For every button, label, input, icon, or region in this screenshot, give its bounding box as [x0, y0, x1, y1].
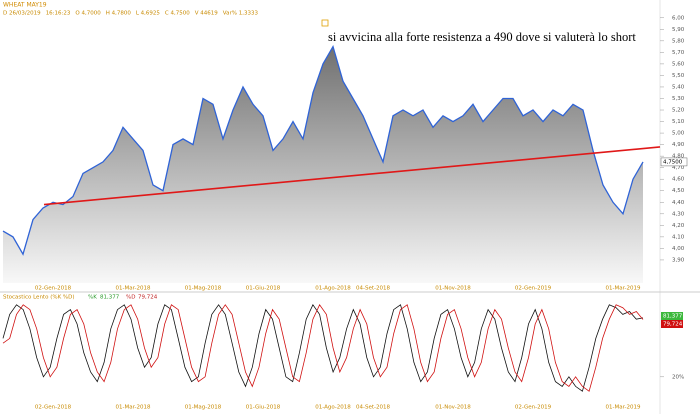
price-tag [660, 157, 688, 167]
d-value: 79,724 [138, 295, 158, 301]
y-tick-label: 5,90 [672, 27, 685, 33]
y-tick-label: 4,90 [672, 142, 685, 148]
y-tick-label: 6,00 [672, 15, 685, 21]
annotation-box [321, 19, 329, 27]
x-tick-label: 01-Mar-2018 [116, 286, 151, 292]
y-tick-label: 4,20 [672, 223, 685, 229]
header-item: O 4,7000 [75, 11, 101, 17]
value-tag-label: 79,724 [663, 322, 683, 328]
trendline [43, 146, 661, 206]
x-tick-label: 02-Gen-2018 [35, 286, 72, 292]
y-tick-label: 3,90 [672, 257, 685, 263]
value-tag-label: 81,377 [663, 314, 683, 320]
y-tick-label: 4,60 [672, 177, 685, 183]
y-tick-label: 4,40 [672, 200, 685, 206]
y-tick-label: 5,10 [672, 119, 685, 125]
x-tick-label: 01-Mag-2018 [185, 405, 222, 411]
x-tick-label: 01-Giu-2018 [246, 405, 281, 411]
y-tick-label: 5,80 [672, 38, 685, 44]
price-tag-label: 4,7500 [663, 159, 683, 165]
y-tick-label: 4,70 [672, 165, 685, 171]
x-tick-label: 04-Set-2018 [356, 405, 390, 411]
y-tick-label: 5,30 [672, 96, 685, 102]
y-tick-label: 5,70 [672, 50, 685, 56]
x-tick-label: 01-Mag-2018 [185, 286, 222, 292]
y-tick-label: 4,10 [672, 234, 685, 240]
y-tick-label: 4,80 [672, 154, 685, 160]
x-tick-label: 04-Set-2018 [356, 286, 390, 292]
y-tick-label: 5,00 [672, 131, 685, 137]
k-name: %K [88, 295, 97, 301]
x-tick-label: 01-Mar-2019 [606, 405, 641, 411]
x-tick-label: 02-Gen-2019 [515, 286, 552, 292]
x-tick-label: 01-Ago-2018 [315, 405, 351, 411]
x-tick-label: 01-Mar-2018 [116, 405, 151, 411]
y-tick-label: 4,00 [672, 246, 685, 252]
annotation: si avvicina alla forte resistenza a 490 … [328, 30, 636, 44]
symbol: WHEAT MAY19 [3, 2, 47, 9]
x-tick-label: 01-Mar-2019 [606, 286, 641, 292]
header-item: V 44619 [195, 11, 219, 17]
price-line [2, 44, 644, 256]
header-item: D 26/03/2019 [3, 11, 41, 17]
d-name: %D [126, 295, 135, 301]
header-item: C 4,7500 [165, 11, 190, 17]
oscillator-title: Stocastico Lento (%K %D) [3, 295, 75, 301]
x-tick-label: 01-Nov-2018 [435, 405, 471, 411]
y-tick-label: 5,40 [672, 84, 685, 90]
y-tick-label: 4,30 [672, 211, 685, 217]
x-tick-label: 01-Nov-2018 [435, 286, 471, 292]
x-tick-label: 02-Gen-2018 [35, 405, 72, 411]
price-area [3, 46, 643, 283]
value-tag [661, 312, 683, 320]
y-tick-label: 4,50 [672, 188, 685, 194]
x-tick-label: 01-Ago-2018 [315, 286, 351, 292]
header-item: 16:16:23 [46, 11, 71, 17]
oscillator-line [2, 304, 644, 392]
y-tick-label: 5,60 [672, 61, 685, 67]
y-tick-label: 20% [672, 374, 684, 380]
value-tag [661, 320, 683, 328]
header-item: H 4,7800 [106, 11, 132, 17]
header-item: Var% 1,3333 [223, 11, 259, 17]
oscillator-line [2, 304, 644, 392]
header-items: D 26/03/2019 16:16:23 O 4,7000 H 4,7800 L 4,… [3, 11, 258, 17]
header-item: L 4,6925 [136, 11, 161, 17]
y-tick-label: 5,20 [672, 108, 685, 114]
y-tick-label: 5,50 [672, 73, 685, 79]
x-tick-label: 01-Giu-2018 [246, 286, 281, 292]
x-tick-label: 02-Gen-2019 [515, 405, 552, 411]
k-value: 81,377 [100, 295, 120, 301]
